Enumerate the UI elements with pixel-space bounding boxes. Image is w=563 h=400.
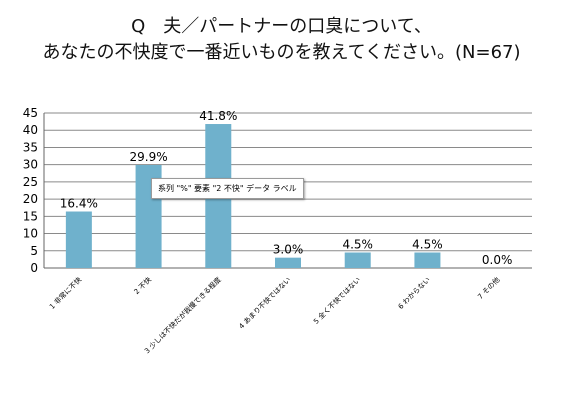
data-label: 4.5% <box>412 238 443 252</box>
x-category-label: 5 全く不快ではない <box>311 275 362 326</box>
data-label: 16.4% <box>60 197 98 211</box>
y-tick-label: 30 <box>23 158 38 172</box>
x-category-label: 2 不快 <box>132 275 153 296</box>
y-tick-label: 35 <box>23 140 38 154</box>
data-label: 3.0% <box>273 243 304 257</box>
bar <box>344 252 371 268</box>
y-tick-label: 5 <box>30 244 38 258</box>
data-label: 4.5% <box>342 238 373 252</box>
bar <box>414 252 441 268</box>
bar <box>275 257 301 268</box>
data-label-tooltip: 系列 "%" 要素 "2 不快" データ ラベル <box>151 178 304 199</box>
x-category-label: 7 その他 <box>476 275 502 301</box>
data-label: 41.8% <box>199 109 237 123</box>
y-tick-label: 10 <box>23 227 38 241</box>
chart-title-line2: あなたの不快度で一番近いものを教えてください。(N=67) <box>42 42 521 63</box>
data-label: 29.9% <box>130 150 168 164</box>
y-tick-label: 45 <box>23 106 38 120</box>
x-category-label: 4 あまり不快ではない <box>237 275 293 331</box>
y-tick-label: 0 <box>30 261 38 275</box>
x-category-label: 1 非常に不快 <box>47 275 83 311</box>
y-tick-label: 15 <box>23 209 38 223</box>
y-tick-label: 20 <box>23 192 38 206</box>
x-category-label: 6 わからない <box>397 276 432 311</box>
data-label: 0.0% <box>482 253 513 267</box>
y-tick-label: 40 <box>23 123 38 137</box>
bar <box>65 211 92 268</box>
y-tick-label: 25 <box>23 175 38 189</box>
x-category-label: 3 少しは不快だが我慢できる程度 <box>142 275 222 355</box>
chart-title-line1: Q 夫／パートナーの口臭について、 <box>131 16 432 37</box>
